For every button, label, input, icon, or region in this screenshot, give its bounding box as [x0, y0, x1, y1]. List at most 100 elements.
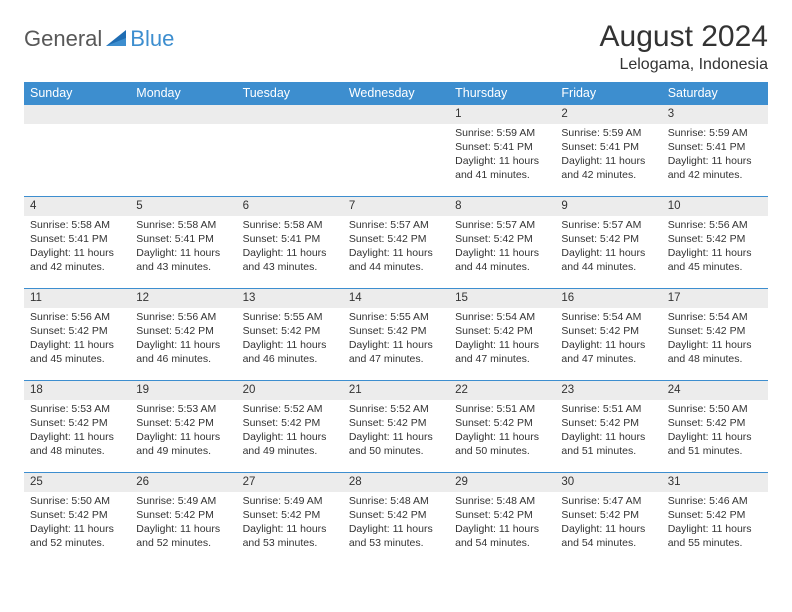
- day-number: 14: [343, 289, 449, 308]
- weekday-header: Tuesday: [237, 82, 343, 104]
- day-detail: Sunrise: 5:58 AMSunset: 5:41 PMDaylight:…: [24, 216, 130, 279]
- calendar-week-row: 11Sunrise: 5:56 AMSunset: 5:42 PMDayligh…: [24, 288, 768, 380]
- day-number: 5: [130, 197, 236, 216]
- day-detail: Sunrise: 5:57 AMSunset: 5:42 PMDaylight:…: [555, 216, 661, 279]
- calendar-day-cell: 2Sunrise: 5:59 AMSunset: 5:41 PMDaylight…: [555, 104, 661, 196]
- day-number: 8: [449, 197, 555, 216]
- day-number: 7: [343, 197, 449, 216]
- calendar-day-cell: 24Sunrise: 5:50 AMSunset: 5:42 PMDayligh…: [662, 380, 768, 472]
- day-detail: Sunrise: 5:52 AMSunset: 5:42 PMDaylight:…: [237, 400, 343, 463]
- day-detail: Sunrise: 5:55 AMSunset: 5:42 PMDaylight:…: [237, 308, 343, 371]
- header: General Blue August 2024 Lelogama, Indon…: [24, 20, 768, 74]
- day-number: 1: [449, 105, 555, 124]
- calendar-body: 1Sunrise: 5:59 AMSunset: 5:41 PMDaylight…: [24, 104, 768, 564]
- day-detail: Sunrise: 5:56 AMSunset: 5:42 PMDaylight:…: [24, 308, 130, 371]
- calendar-day-cell: 11Sunrise: 5:56 AMSunset: 5:42 PMDayligh…: [24, 288, 130, 380]
- day-detail: Sunrise: 5:57 AMSunset: 5:42 PMDaylight:…: [449, 216, 555, 279]
- day-detail: Sunrise: 5:50 AMSunset: 5:42 PMDaylight:…: [662, 400, 768, 463]
- calendar-day-cell: [237, 104, 343, 196]
- calendar-day-cell: 31Sunrise: 5:46 AMSunset: 5:42 PMDayligh…: [662, 472, 768, 564]
- day-detail: Sunrise: 5:59 AMSunset: 5:41 PMDaylight:…: [449, 124, 555, 187]
- day-number: 12: [130, 289, 236, 308]
- calendar-day-cell: 14Sunrise: 5:55 AMSunset: 5:42 PMDayligh…: [343, 288, 449, 380]
- calendar-day-cell: 15Sunrise: 5:54 AMSunset: 5:42 PMDayligh…: [449, 288, 555, 380]
- day-number: 27: [237, 473, 343, 492]
- calendar-day-cell: 6Sunrise: 5:58 AMSunset: 5:41 PMDaylight…: [237, 196, 343, 288]
- day-detail: Sunrise: 5:55 AMSunset: 5:42 PMDaylight:…: [343, 308, 449, 371]
- calendar-day-cell: 22Sunrise: 5:51 AMSunset: 5:42 PMDayligh…: [449, 380, 555, 472]
- day-number: 4: [24, 197, 130, 216]
- day-detail: Sunrise: 5:59 AMSunset: 5:41 PMDaylight:…: [555, 124, 661, 187]
- calendar-day-cell: [130, 104, 236, 196]
- day-detail: Sunrise: 5:58 AMSunset: 5:41 PMDaylight:…: [237, 216, 343, 279]
- weekday-header: Wednesday: [343, 82, 449, 104]
- day-number: 20: [237, 381, 343, 400]
- day-number: 30: [555, 473, 661, 492]
- day-detail: Sunrise: 5:54 AMSunset: 5:42 PMDaylight:…: [449, 308, 555, 371]
- day-detail: Sunrise: 5:48 AMSunset: 5:42 PMDaylight:…: [343, 492, 449, 555]
- calendar-day-cell: 20Sunrise: 5:52 AMSunset: 5:42 PMDayligh…: [237, 380, 343, 472]
- weekday-header: Friday: [555, 82, 661, 104]
- calendar-day-cell: 16Sunrise: 5:54 AMSunset: 5:42 PMDayligh…: [555, 288, 661, 380]
- calendar-day-cell: 17Sunrise: 5:54 AMSunset: 5:42 PMDayligh…: [662, 288, 768, 380]
- day-number: 21: [343, 381, 449, 400]
- calendar-day-cell: 18Sunrise: 5:53 AMSunset: 5:42 PMDayligh…: [24, 380, 130, 472]
- day-number: 31: [662, 473, 768, 492]
- day-number: 6: [237, 197, 343, 216]
- day-detail: Sunrise: 5:53 AMSunset: 5:42 PMDaylight:…: [24, 400, 130, 463]
- calendar-day-cell: 30Sunrise: 5:47 AMSunset: 5:42 PMDayligh…: [555, 472, 661, 564]
- calendar-week-row: 25Sunrise: 5:50 AMSunset: 5:42 PMDayligh…: [24, 472, 768, 564]
- calendar-day-cell: 27Sunrise: 5:49 AMSunset: 5:42 PMDayligh…: [237, 472, 343, 564]
- day-detail: Sunrise: 5:51 AMSunset: 5:42 PMDaylight:…: [449, 400, 555, 463]
- calendar-day-cell: [343, 104, 449, 196]
- day-detail: [237, 124, 343, 130]
- day-detail: [343, 124, 449, 130]
- calendar-day-cell: 9Sunrise: 5:57 AMSunset: 5:42 PMDaylight…: [555, 196, 661, 288]
- day-number: 23: [555, 381, 661, 400]
- day-number: [237, 105, 343, 124]
- day-number: 25: [24, 473, 130, 492]
- calendar-day-cell: 25Sunrise: 5:50 AMSunset: 5:42 PMDayligh…: [24, 472, 130, 564]
- day-detail: Sunrise: 5:58 AMSunset: 5:41 PMDaylight:…: [130, 216, 236, 279]
- day-detail: Sunrise: 5:56 AMSunset: 5:42 PMDaylight:…: [662, 216, 768, 279]
- calendar-day-cell: 23Sunrise: 5:51 AMSunset: 5:42 PMDayligh…: [555, 380, 661, 472]
- day-detail: Sunrise: 5:53 AMSunset: 5:42 PMDaylight:…: [130, 400, 236, 463]
- day-detail: Sunrise: 5:46 AMSunset: 5:42 PMDaylight:…: [662, 492, 768, 555]
- calendar-day-cell: 8Sunrise: 5:57 AMSunset: 5:42 PMDaylight…: [449, 196, 555, 288]
- day-number: 11: [24, 289, 130, 308]
- day-number: 19: [130, 381, 236, 400]
- calendar-week-row: 4Sunrise: 5:58 AMSunset: 5:41 PMDaylight…: [24, 196, 768, 288]
- day-number: 10: [662, 197, 768, 216]
- day-detail: Sunrise: 5:54 AMSunset: 5:42 PMDaylight:…: [555, 308, 661, 371]
- title-block: August 2024 Lelogama, Indonesia: [600, 20, 768, 74]
- weekday-header-row: Sunday Monday Tuesday Wednesday Thursday…: [24, 82, 768, 104]
- day-number: [343, 105, 449, 124]
- logo-text-blue: Blue: [130, 26, 174, 52]
- day-number: 24: [662, 381, 768, 400]
- day-number: 29: [449, 473, 555, 492]
- page-subtitle: Lelogama, Indonesia: [600, 56, 768, 74]
- day-number: 13: [237, 289, 343, 308]
- day-number: [24, 105, 130, 124]
- calendar-day-cell: 28Sunrise: 5:48 AMSunset: 5:42 PMDayligh…: [343, 472, 449, 564]
- day-number: 2: [555, 105, 661, 124]
- logo-triangle-icon: [106, 29, 128, 52]
- day-number: 22: [449, 381, 555, 400]
- calendar-day-cell: 4Sunrise: 5:58 AMSunset: 5:41 PMDaylight…: [24, 196, 130, 288]
- day-number: 17: [662, 289, 768, 308]
- day-number: [130, 105, 236, 124]
- day-detail: Sunrise: 5:51 AMSunset: 5:42 PMDaylight:…: [555, 400, 661, 463]
- day-detail: Sunrise: 5:49 AMSunset: 5:42 PMDaylight:…: [130, 492, 236, 555]
- calendar-day-cell: 29Sunrise: 5:48 AMSunset: 5:42 PMDayligh…: [449, 472, 555, 564]
- day-number: 3: [662, 105, 768, 124]
- day-number: 9: [555, 197, 661, 216]
- weekday-header: Sunday: [24, 82, 130, 104]
- weekday-header: Saturday: [662, 82, 768, 104]
- day-number: 26: [130, 473, 236, 492]
- calendar-day-cell: 1Sunrise: 5:59 AMSunset: 5:41 PMDaylight…: [449, 104, 555, 196]
- calendar-day-cell: 12Sunrise: 5:56 AMSunset: 5:42 PMDayligh…: [130, 288, 236, 380]
- day-detail: Sunrise: 5:50 AMSunset: 5:42 PMDaylight:…: [24, 492, 130, 555]
- day-detail: Sunrise: 5:47 AMSunset: 5:42 PMDaylight:…: [555, 492, 661, 555]
- day-detail: Sunrise: 5:59 AMSunset: 5:41 PMDaylight:…: [662, 124, 768, 187]
- calendar-week-row: 18Sunrise: 5:53 AMSunset: 5:42 PMDayligh…: [24, 380, 768, 472]
